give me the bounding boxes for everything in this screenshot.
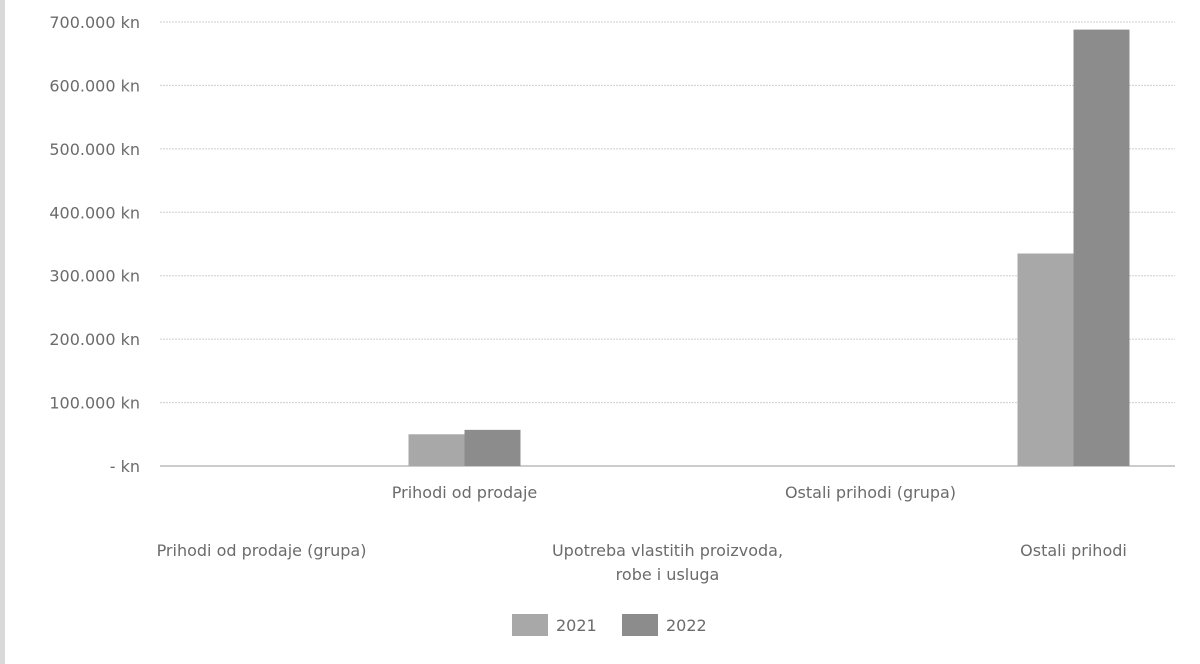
y-tick-label: 200.000 kn [49, 330, 140, 349]
legend-label: 2021 [556, 616, 597, 635]
legend: 2021 2022 [512, 614, 707, 636]
left-border [0, 0, 5, 664]
bar-2022 [1073, 29, 1130, 467]
x-category-label: Ostali prihodi [1020, 541, 1127, 560]
bar-2022 [464, 429, 521, 466]
bar-2021 [408, 434, 465, 466]
x-category-label: robe i usluga [616, 565, 720, 584]
x-category-label: Prihodi od prodaje [392, 483, 537, 502]
y-tick-label: 100.000 kn [49, 394, 140, 413]
x-category-label: Ostali prihodi (grupa) [785, 483, 956, 502]
y-tick-label: 300.000 kn [49, 267, 140, 286]
y-tick-label: 500.000 kn [49, 140, 140, 159]
bars [408, 29, 1130, 467]
x-category-label: Prihodi od prodaje (grupa) [157, 541, 367, 560]
legend-swatch-2022 [622, 614, 658, 636]
y-axis-tick-labels: - kn 100.000 kn 200.000 kn 300.000 kn 400.00… [49, 13, 140, 476]
y-tick-label: 600.000 kn [49, 76, 140, 95]
legend-label: 2022 [666, 616, 707, 635]
y-tick-label: 400.000 kn [49, 203, 140, 222]
x-category-label: Upotreba vlastitih proizvoda, [552, 541, 783, 560]
legend-swatch-2021 [512, 614, 548, 636]
gridlines [160, 21, 1175, 467]
y-tick-label: 700.000 kn [49, 13, 140, 32]
bar-2021 [1017, 253, 1074, 466]
y-tick-label: - kn [110, 457, 140, 476]
x-axis-category-labels: Prihodi od prodaje (grupa) Prihodi od pro… [157, 483, 1127, 584]
